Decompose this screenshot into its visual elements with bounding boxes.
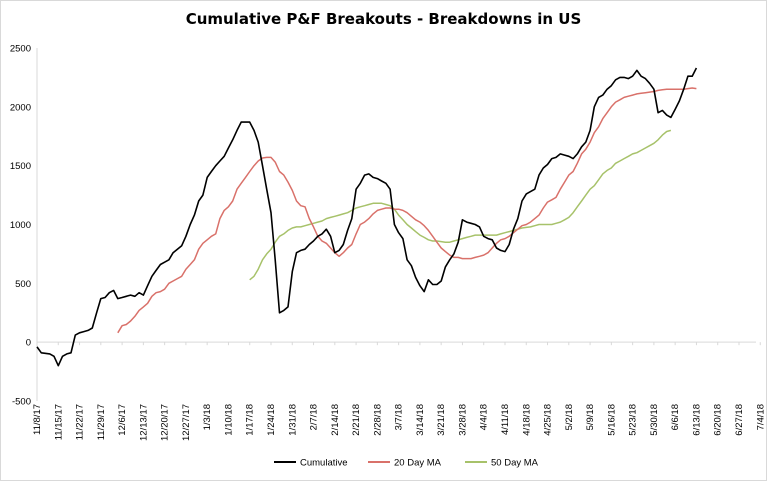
series-line-cumulative: [36, 67, 698, 367]
x-tick-label: 12/6/17: [117, 404, 128, 436]
x-tick-label: 3/21/18: [436, 404, 447, 436]
series-line-50-day-ma: [249, 129, 672, 281]
x-tick-label: 2/21/18: [351, 404, 362, 436]
x-tick-label: 4/25/18: [543, 404, 554, 436]
x-tick-label: 3/14/18: [415, 404, 426, 436]
x-tick-label: 6/13/18: [691, 404, 702, 436]
y-tick-label: 2000: [10, 102, 31, 113]
x-tick-label: 7/4/18: [755, 404, 766, 430]
x-tick-label: 5/2/18: [564, 404, 575, 430]
x-tick-label: 4/4/18: [479, 404, 490, 430]
x-tick-label: 11/15/17: [53, 404, 64, 440]
x-tick-label: 1/24/18: [266, 404, 277, 436]
x-tick-label: 12/27/17: [181, 404, 192, 441]
x-tick-label: 2/28/18: [372, 404, 383, 436]
y-tick-label: -500: [12, 397, 31, 408]
x-tick-label: 1/3/18: [202, 404, 213, 430]
x-tick-label: 4/11/18: [500, 404, 511, 435]
x-tick-label: 1/31/18: [287, 404, 298, 436]
y-tick-label: 500: [15, 279, 31, 290]
y-tick-label: 0: [26, 338, 31, 349]
x-tick-label: 5/9/18: [585, 404, 596, 430]
series-line-20-day-ma: [117, 87, 697, 334]
x-tick-label: 3/7/18: [394, 404, 405, 430]
y-tick-label: 2500: [10, 44, 31, 55]
y-tick-label: 1000: [10, 220, 31, 231]
legend-label: 50 Day MA: [491, 458, 539, 469]
x-tick-label: 11/22/17: [75, 404, 86, 440]
x-tick-label: 6/20/18: [713, 404, 724, 436]
x-tick-label: 3/28/18: [457, 404, 468, 436]
x-tick-label: 11/29/17: [96, 404, 107, 440]
x-tick-label: 5/23/18: [628, 404, 639, 436]
x-tick-label: 12/13/17: [138, 404, 149, 441]
x-tick-label: 1/10/18: [223, 404, 234, 436]
x-tick-label: 1/17/18: [245, 404, 256, 436]
legend-label: Cumulative: [300, 458, 348, 469]
y-tick-label: 1500: [10, 161, 31, 172]
x-tick-label: 6/27/18: [734, 404, 745, 436]
legend-label: 20 Day MA: [394, 458, 442, 469]
x-tick-label: 6/6/18: [670, 404, 681, 430]
x-tick-label: 5/16/18: [606, 404, 617, 436]
x-tick-label: 2/7/18: [309, 404, 320, 430]
x-tick-label: 4/18/18: [521, 404, 532, 436]
x-tick-label: 2/14/18: [330, 404, 341, 436]
x-tick-label: 12/20/17: [160, 404, 171, 441]
chart-title: Cumulative P&F Breakouts - Breakdowns in…: [185, 10, 582, 28]
x-tick-label: 11/8/17: [32, 404, 43, 435]
x-tick-label: 5/30/18: [649, 404, 660, 436]
